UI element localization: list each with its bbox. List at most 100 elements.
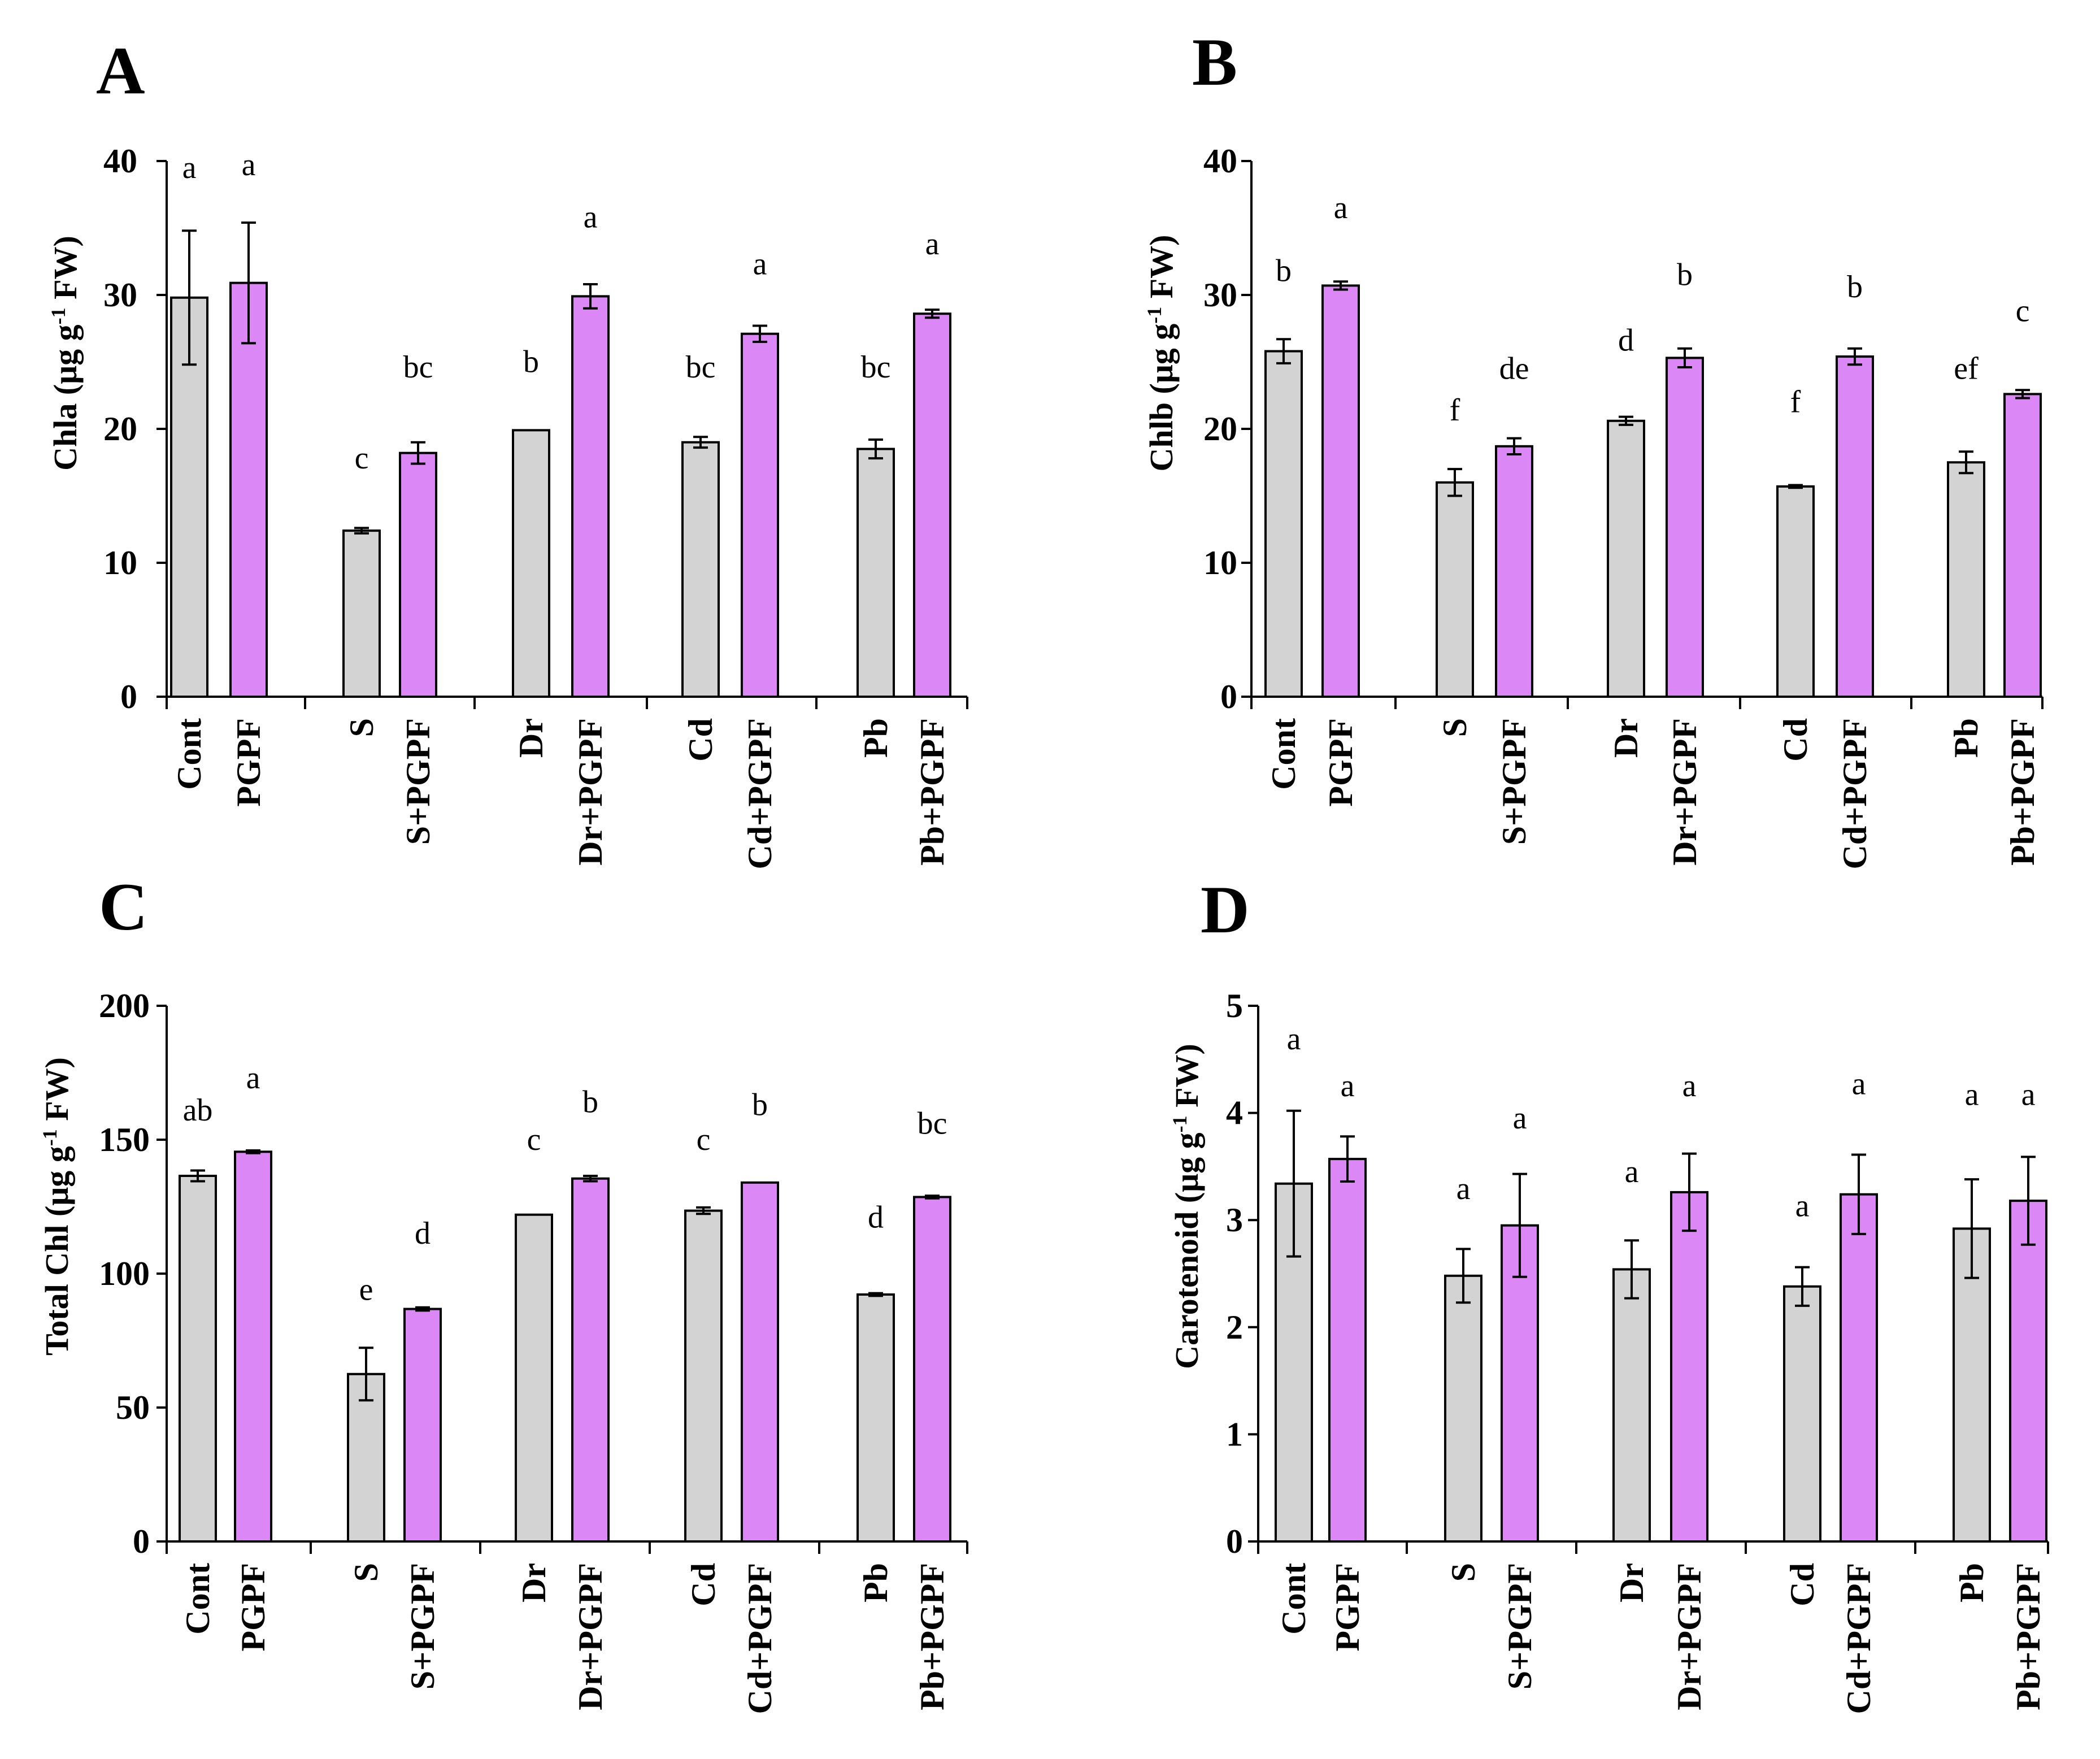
panel-label-d: D <box>1201 872 1250 947</box>
category-label: S+PGPF <box>1495 718 1533 845</box>
bar <box>1840 1193 1878 1543</box>
significance-letter: a <box>1852 1066 1866 1101</box>
bar <box>571 295 610 698</box>
y-tick-label: 5 <box>1226 987 1243 1024</box>
category-label: Pb <box>1947 718 1985 758</box>
significance-letter: a <box>1334 190 1348 225</box>
bar <box>741 1181 779 1543</box>
category-label: Cd+PGPF <box>1836 718 1873 870</box>
category-label: PGPF <box>230 718 267 807</box>
significance-letter: a <box>1341 1069 1355 1104</box>
significance-letter: c <box>2016 293 2030 328</box>
category-label: Cd <box>1784 1563 1821 1606</box>
y-tick-label: 20 <box>103 410 137 448</box>
significance-letter: f <box>1790 385 1801 420</box>
chart-panel-b: B Chlb (μg g-1 FW) 0 10 20 30 40 b Cont a PGPF f S… <box>1143 24 2044 870</box>
y-tick-label: 30 <box>1203 276 1237 314</box>
bar <box>342 529 381 698</box>
y-tick-label: 0 <box>1220 678 1237 715</box>
y-tick-label: 100 <box>99 1255 150 1292</box>
bar <box>741 332 779 698</box>
bar <box>515 1213 553 1543</box>
significance-letter: bc <box>861 350 891 385</box>
bar <box>856 1293 895 1543</box>
bar <box>1607 419 1645 698</box>
bar <box>571 1177 610 1543</box>
category-label: Dr <box>512 718 550 758</box>
significance-letter: a <box>925 227 940 262</box>
bar <box>512 429 550 698</box>
bar <box>1836 355 1874 698</box>
bar <box>1776 485 1815 698</box>
category-label: Pb <box>1953 1563 1990 1602</box>
bar <box>229 281 268 698</box>
bar <box>1501 1224 1539 1543</box>
category-label: Pb+PGPF <box>2010 1563 2047 1710</box>
y-tick-label: 0 <box>1226 1523 1243 1560</box>
bar <box>399 451 437 698</box>
y-tick-label: 40 <box>1203 142 1237 180</box>
bar <box>1947 461 1985 698</box>
category-label: Dr+PGPF <box>572 1563 609 1710</box>
significance-letter: ab <box>183 1093 213 1128</box>
significance-letter: ef <box>1954 351 1979 386</box>
y-axis-label: Chlb (μg g-1 FW) <box>1143 235 1180 472</box>
category-label: Dr <box>515 1563 553 1602</box>
category-label: Pb+PGPF <box>2004 718 2041 866</box>
y-tick-label: 1 <box>1226 1415 1243 1453</box>
category-label: PGPF <box>1322 718 1359 807</box>
bar <box>1670 1191 1708 1543</box>
significance-letter: b <box>752 1087 768 1122</box>
y-axis-label: Carotenoid (μg g-1 FW) <box>1168 1044 1205 1369</box>
y-tick-label: 30 <box>103 276 137 314</box>
bar <box>1264 350 1303 698</box>
bar <box>913 1196 951 1543</box>
significance-letter: a <box>1456 1171 1471 1206</box>
bar <box>2009 1200 2047 1543</box>
y-tick-label: 10 <box>1203 544 1237 581</box>
category-label: Pb <box>857 1563 894 1602</box>
significance-letter: b <box>523 345 539 380</box>
category-label: Cont <box>179 1563 216 1635</box>
category-label: PGPF <box>1329 1563 1366 1652</box>
significance-letter: b <box>1847 270 1863 305</box>
bar <box>913 312 951 698</box>
y-tick-label: 0 <box>133 1523 150 1560</box>
y-tick-label: 0 <box>120 678 137 715</box>
significance-letter: f <box>1450 393 1460 428</box>
y-tick-label: 10 <box>103 544 137 581</box>
category-label: Dr <box>1613 1563 1650 1602</box>
category-label: S+PGPF <box>404 1563 441 1689</box>
bar <box>1953 1227 1991 1543</box>
category-label: Dr+PGPF <box>1671 1563 1708 1710</box>
category-label: Cd <box>1777 718 1814 762</box>
category-label: Cont <box>1265 718 1302 790</box>
significance-letter: bc <box>403 350 433 385</box>
significance-letter: a <box>1625 1154 1639 1189</box>
bar <box>1444 1274 1482 1543</box>
significance-letter: b <box>582 1085 598 1120</box>
category-label: S <box>343 718 380 737</box>
significance-letter: a <box>753 246 767 281</box>
panel-label-b: B <box>1192 24 1237 99</box>
significance-letter: a <box>242 147 256 183</box>
bar <box>1612 1268 1651 1543</box>
significance-letter: d <box>415 1216 431 1251</box>
bar <box>1436 481 1474 698</box>
chart-panel-a: A Chla (μg g-1 FW) 0 10 20 30 40 a Cont a PGPF c S… <box>47 33 968 870</box>
significance-letter: e <box>359 1272 373 1307</box>
y-tick-label: 50 <box>116 1389 150 1426</box>
y-tick-label: 2 <box>1226 1309 1243 1346</box>
significance-letter: bc <box>686 350 716 385</box>
chart-panel-c: C Total Chl (μg g-1 FW) 050100150200abCo… <box>38 869 968 1714</box>
significance-letter: b <box>1677 257 1693 292</box>
significance-letter: c <box>527 1122 541 1157</box>
significance-letter: bc <box>918 1106 947 1141</box>
y-tick-label: 20 <box>1203 410 1237 448</box>
category-label: Cd+PGPF <box>741 718 779 870</box>
bar <box>403 1308 442 1543</box>
category-label: Pb+PGPF <box>914 718 951 866</box>
y-tick-label: 150 <box>99 1121 150 1158</box>
category-label: Pb <box>857 718 894 758</box>
category-label: Cd <box>685 1563 722 1606</box>
